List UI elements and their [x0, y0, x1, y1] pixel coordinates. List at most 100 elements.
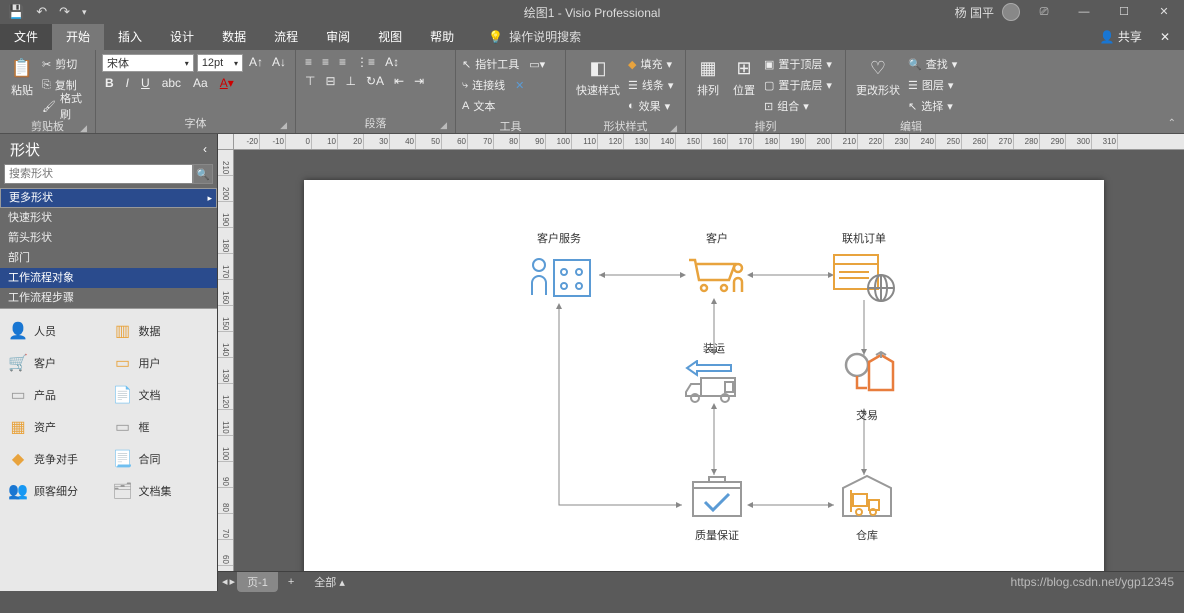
align-top-icon[interactable]: ⊤ [302, 73, 318, 89]
node-quality-assurance[interactable]: 质量保证 [682, 470, 752, 543]
align-middle-icon[interactable]: ⊟ [322, 73, 338, 89]
italic-button[interactable]: I [123, 75, 132, 91]
shape-palette-item[interactable]: ▭产品 [4, 379, 109, 411]
close-pane-icon[interactable]: ✕ [1152, 24, 1178, 50]
increase-font-icon[interactable]: A↑ [246, 54, 266, 72]
tab-process[interactable]: 流程 [260, 24, 312, 50]
tab-home[interactable]: 开始 [52, 24, 104, 50]
shape-palette-item[interactable]: ▥数据 [109, 315, 214, 347]
user-name[interactable]: 杨 国平 [955, 4, 994, 21]
x-icon[interactable]: ✕ [515, 79, 524, 92]
node-customer[interactable]: 客户 [682, 230, 752, 303]
tab-data[interactable]: 数据 [208, 24, 260, 50]
node-transaction[interactable]: 交易 [832, 350, 902, 423]
minimize-icon[interactable]: — [1068, 2, 1100, 22]
stencil-workflow-steps[interactable]: 工作流程步骤 [0, 288, 217, 308]
save-icon[interactable]: 💾 [8, 4, 24, 20]
add-page-icon[interactable]: + [280, 574, 302, 590]
node-warehouse[interactable]: 仓库 [832, 470, 902, 543]
ribbon-options-icon[interactable]: ⎚ [1028, 2, 1060, 22]
effects-button[interactable]: ◐效果▾ [628, 96, 673, 116]
collapse-ribbon-icon[interactable]: ⌃ [1168, 118, 1176, 129]
tab-design[interactable]: 设计 [156, 24, 208, 50]
position-button[interactable]: ⊞位置 [728, 54, 760, 100]
search-icon[interactable]: 🔍 [193, 164, 213, 184]
tell-me-search[interactable]: 💡 操作说明搜索 [488, 24, 581, 50]
page-tab-nav-icon[interactable]: ▸ [230, 575, 236, 588]
qat-more-icon[interactable]: ▾ [82, 7, 87, 18]
page-tab-1[interactable]: 页-1 [237, 572, 278, 592]
tab-help[interactable]: 帮助 [416, 24, 468, 50]
rotate-text-icon[interactable]: ↻A [363, 73, 387, 89]
tab-review[interactable]: 审阅 [312, 24, 364, 50]
send-back-button[interactable]: ▢置于底层▾ [764, 75, 832, 95]
page-tab-nav-icon[interactable]: ◂ [222, 575, 228, 588]
stencil-department[interactable]: 部门 [0, 248, 217, 268]
shape-palette-item[interactable]: 🗂文档集 [109, 475, 214, 507]
bring-front-button[interactable]: ▣置于顶层▾ [764, 54, 832, 74]
shapes-search-input[interactable] [4, 164, 193, 184]
drawing-page[interactable]: 客户服务 客户 联机订单 装运 [304, 180, 1104, 571]
rect-icon[interactable]: ▭▾ [529, 58, 545, 71]
tab-file[interactable]: 文件 [0, 24, 52, 50]
format-painter-button[interactable]: 🖌格式刷 [42, 96, 89, 116]
connector-tool-button[interactable]: ⤷连接线✕ [462, 75, 524, 95]
decrease-font-icon[interactable]: A↓ [269, 54, 289, 72]
quick-styles-button[interactable]: ◧ 快速样式 [572, 54, 624, 100]
user-avatar-icon[interactable] [1002, 3, 1020, 21]
share-button[interactable]: 👤 共享 [1100, 24, 1142, 50]
redo-icon[interactable]: ↷ [59, 4, 70, 20]
strikethrough-button[interactable]: abc [159, 75, 184, 91]
bold-button[interactable]: B [102, 75, 117, 91]
font-color-button[interactable]: A▾ [217, 75, 237, 91]
font-name-select[interactable]: 宋体▾ [102, 54, 194, 72]
tab-insert[interactable]: 插入 [104, 24, 156, 50]
shape-palette-item[interactable]: ◆竞争对手 [4, 443, 109, 475]
text-direction-icon[interactable]: A↕ [382, 54, 402, 70]
line-button[interactable]: ☰线条▾ [628, 75, 673, 95]
increase-indent-icon[interactable]: ⇥ [411, 73, 427, 89]
align-bottom-icon[interactable]: ⊥ [343, 73, 359, 89]
font-size-select[interactable]: 12pt▾ [197, 54, 243, 72]
tab-view[interactable]: 视图 [364, 24, 416, 50]
maximize-icon[interactable]: ☐ [1108, 2, 1140, 22]
shape-palette-item[interactable]: 📄文档 [109, 379, 214, 411]
select-button[interactable]: ↖选择▾ [908, 96, 957, 116]
cut-button[interactable]: ✂剪切 [42, 54, 89, 74]
shape-palette-item[interactable]: 👥顾客细分 [4, 475, 109, 507]
shape-palette-item[interactable]: ▦资产 [4, 411, 109, 443]
align-center-icon[interactable]: ≡ [319, 54, 332, 70]
stencil-quick-shapes[interactable]: 快速形状 [0, 208, 217, 228]
dialog-launcher-icon[interactable]: ◢ [440, 120, 447, 131]
text-case-button[interactable]: Aa [190, 75, 211, 91]
align-left-icon[interactable]: ≡ [302, 54, 315, 70]
decrease-indent-icon[interactable]: ⇤ [391, 73, 407, 89]
find-button[interactable]: 🔍查找▾ [908, 54, 957, 74]
close-icon[interactable]: ✕ [1148, 2, 1180, 22]
collapse-pane-icon[interactable]: ‹ [203, 142, 207, 156]
align-right-icon[interactable]: ≡ [336, 54, 349, 70]
shape-palette-item[interactable]: 👤人员 [4, 315, 109, 347]
node-customer-service[interactable]: 客户服务 [519, 230, 599, 303]
undo-icon[interactable]: ↶ [36, 4, 47, 20]
stencil-more-shapes[interactable]: 更多形状▸ [0, 188, 217, 208]
stencil-workflow-objects[interactable]: 工作流程对象 [0, 268, 217, 288]
shape-palette-item[interactable]: 🛒客户 [4, 347, 109, 379]
paste-button[interactable]: 📋 粘贴 [6, 54, 38, 100]
dialog-launcher-icon[interactable]: ◢ [280, 120, 287, 131]
canvas-viewport[interactable]: 客户服务 客户 联机订单 装运 [234, 150, 1184, 571]
text-tool-button[interactable]: A文本 [462, 96, 495, 116]
all-pages-button[interactable]: 全部 ▴ [314, 574, 345, 590]
arrange-button[interactable]: ▦排列 [692, 54, 724, 100]
stencil-arrow-shapes[interactable]: 箭头形状 [0, 228, 217, 248]
shape-palette-item[interactable]: 📃合同 [109, 443, 214, 475]
dialog-launcher-icon[interactable]: ◢ [80, 123, 87, 134]
underline-button[interactable]: U [138, 75, 153, 91]
pointer-tool-button[interactable]: ↖指针工具▭▾ [462, 54, 545, 74]
shape-palette-item[interactable]: ▭用户 [109, 347, 214, 379]
shape-palette-item[interactable]: ▭框 [109, 411, 214, 443]
dialog-launcher-icon[interactable]: ◢ [670, 123, 677, 134]
node-online-order[interactable]: 联机订单 [824, 230, 904, 308]
change-shape-button[interactable]: ♡更改形状 [852, 54, 904, 100]
node-shipping[interactable]: 装运 [679, 340, 749, 411]
